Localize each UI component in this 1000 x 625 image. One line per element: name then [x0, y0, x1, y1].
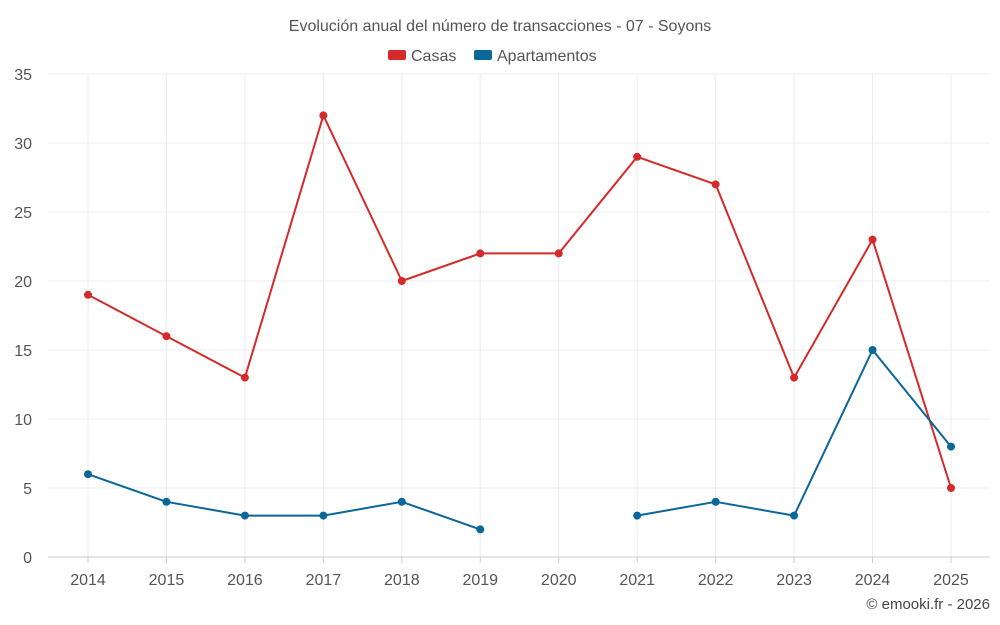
y-axis-ticks: 0 5 10 15 20 25 30 35	[14, 67, 32, 567]
y-tick-label: 30	[14, 136, 32, 153]
y-tick-label: 15	[14, 343, 32, 360]
data-point-apartamentos[interactable]	[240, 511, 249, 520]
chart-title: Evolución anual del número de transaccio…	[289, 18, 711, 35]
data-point-apartamentos[interactable]	[476, 525, 485, 534]
data-point-apartamentos[interactable]	[162, 497, 171, 506]
series-layer	[84, 111, 955, 534]
data-point-apartamentos[interactable]	[633, 511, 642, 520]
data-point-apartamentos[interactable]	[84, 470, 92, 479]
x-tick-label: 2025	[933, 572, 969, 589]
y-tick-label: 10	[14, 412, 32, 429]
data-point-casas[interactable]	[397, 277, 406, 285]
data-point-casas[interactable]	[319, 111, 328, 120]
x-tick-label: 2019	[462, 572, 498, 589]
series-line-casas	[87, 114, 952, 489]
data-point-casas[interactable]	[162, 332, 171, 341]
credit-text: © emooki.fr - 2026	[866, 596, 990, 613]
y-tick-label: 0	[23, 550, 32, 567]
x-axis-ticks: 2014 2015 2016 2017 2018 2019 2020 2021 2022 2023…	[70, 557, 969, 589]
legend-label-casas: Casas	[411, 48, 456, 65]
data-point-casas[interactable]	[790, 373, 799, 382]
data-point-apartamentos[interactable]	[868, 346, 877, 354]
legend-swatch-casas	[388, 50, 406, 60]
y-tick-label: 35	[14, 67, 32, 84]
y-tick-label: 20	[14, 274, 32, 291]
data-point-casas[interactable]	[947, 484, 955, 492]
x-tick-label: 2015	[149, 572, 185, 589]
data-point-apartamentos[interactable]	[319, 511, 328, 520]
x-tick-label: 2017	[306, 572, 342, 589]
legend-swatch-apartamentos	[474, 50, 492, 60]
data-point-casas[interactable]	[633, 152, 642, 161]
data-point-apartamentos[interactable]	[790, 511, 799, 520]
x-tick-label: 2018	[384, 572, 420, 589]
x-tick-label: 2014	[70, 572, 106, 589]
data-point-casas[interactable]	[711, 180, 720, 189]
data-point-casas[interactable]	[84, 290, 92, 299]
data-point-apartamentos[interactable]	[397, 497, 406, 506]
x-tick-label: 2023	[776, 572, 812, 589]
legend: Casas Apartamentos	[388, 48, 597, 65]
x-tick-label: 2022	[698, 572, 734, 589]
legend-label-apartamentos: Apartamentos	[497, 48, 597, 65]
data-point-apartamentos[interactable]	[947, 442, 955, 451]
x-tick-label: 2016	[227, 572, 263, 589]
data-point-casas[interactable]	[554, 249, 563, 258]
x-tick-label: 2024	[855, 572, 891, 589]
data-point-casas[interactable]	[240, 373, 249, 382]
x-tick-label: 2021	[619, 572, 655, 589]
data-point-apartamentos[interactable]	[711, 497, 720, 506]
data-point-casas[interactable]	[868, 235, 877, 244]
data-point-casas[interactable]	[476, 249, 485, 258]
legend-item-casas[interactable]: Casas	[388, 48, 456, 65]
x-tick-label: 2020	[541, 572, 577, 589]
series-line-apartamentos	[87, 349, 952, 531]
legend-item-apartamentos[interactable]: Apartamentos	[474, 48, 597, 65]
grid	[48, 73, 990, 557]
y-tick-label: 25	[14, 205, 32, 222]
y-tick-label: 5	[23, 481, 32, 498]
